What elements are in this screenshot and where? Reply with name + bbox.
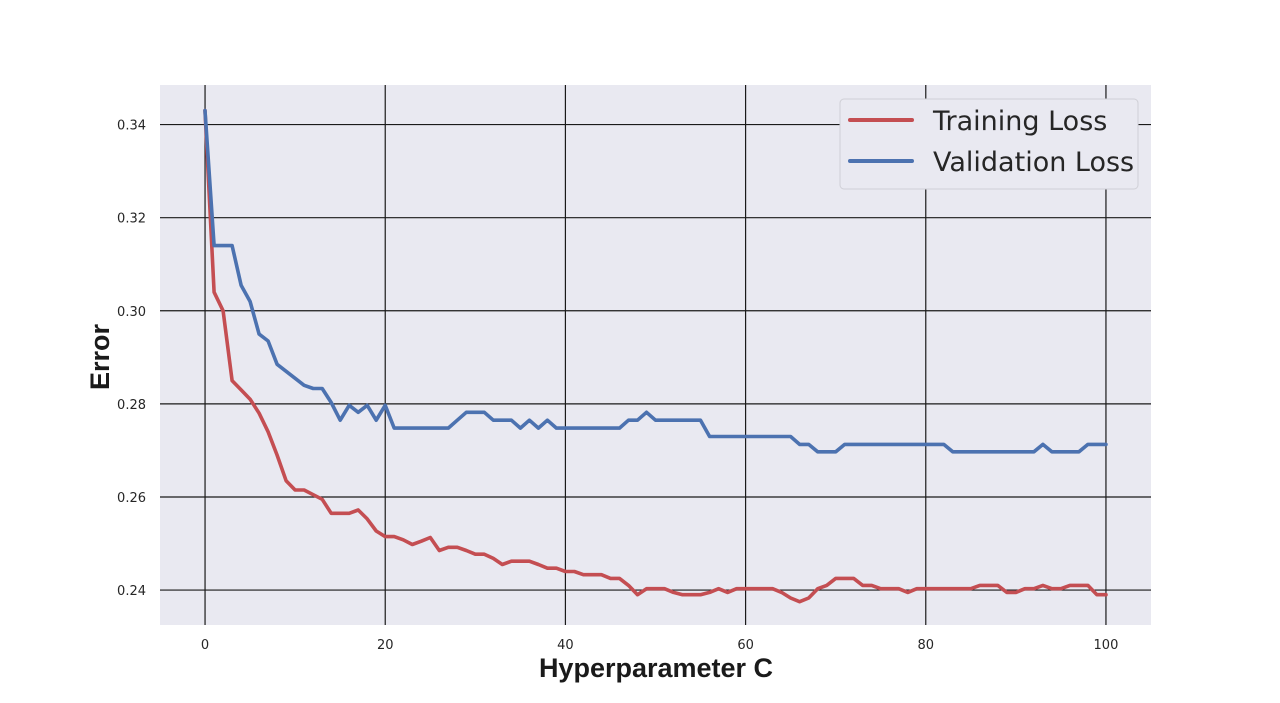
grid — [160, 85, 1151, 625]
validation-loss-line — [203, 108, 1108, 454]
x-tick-label: 80 — [917, 638, 934, 653]
x-axis-label: Hyperparameter C — [539, 653, 773, 683]
y-tick-label: 0.28 — [117, 398, 146, 413]
y-tick-label: 0.30 — [117, 305, 146, 320]
x-tick-label: 40 — [557, 638, 574, 653]
x-tick-label: 0 — [201, 638, 209, 653]
x-tick-label: 20 — [377, 638, 394, 653]
legend-label-training: Training Loss — [932, 106, 1107, 137]
y-axis-label: Error — [85, 323, 115, 390]
legend: Training Loss Validation Loss — [839, 98, 1139, 190]
y-tick-label: 0.32 — [117, 212, 146, 227]
x-tick-label: 60 — [737, 638, 754, 653]
legend-label-validation: Validation Loss — [933, 147, 1134, 178]
x-tick-labels: 0 20 40 60 80 100 — [201, 638, 1118, 653]
legend-box — [839, 98, 1139, 190]
y-tick-label: 0.24 — [117, 584, 146, 599]
y-tick-label: 0.34 — [117, 119, 146, 134]
x-tick-label: 100 — [1094, 638, 1119, 653]
y-tick-labels: 0.24 0.26 0.28 0.30 0.32 0.34 — [117, 119, 146, 600]
training-loss-line — [203, 108, 1108, 604]
series-lines — [203, 108, 1108, 604]
y-tick-label: 0.26 — [117, 491, 146, 506]
